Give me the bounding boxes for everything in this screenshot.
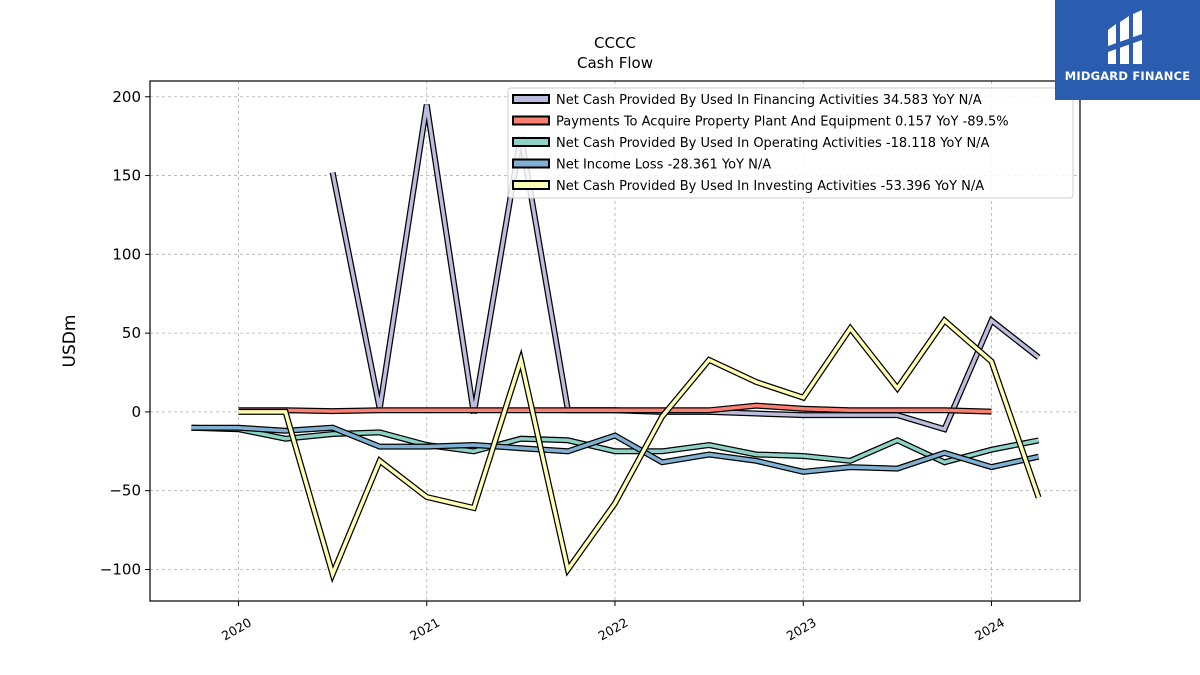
legend-swatch (512, 137, 550, 147)
y-tick-label: 50 (122, 324, 141, 342)
series-line-stroke (191, 425, 1039, 474)
x-tick-label: 2023 (784, 615, 819, 644)
legend-swatch (512, 115, 550, 126)
legend-label: Net Cash Provided By Used In Operating A… (556, 136, 990, 151)
brand-logo: MIDGARD FINANCE (1055, 0, 1200, 100)
y-tick-label: 0 (131, 403, 141, 421)
series-line-stroke (238, 403, 992, 414)
legend-label: Payments To Acquire Property Plant And E… (556, 115, 1009, 130)
x-tick-label: 2020 (219, 615, 254, 644)
x-tick-label: 2021 (407, 615, 442, 644)
legend-swatch (512, 158, 550, 169)
brand-name: MIDGARD FINANCE (1064, 69, 1191, 83)
legend-swatch (512, 180, 550, 190)
brand-mark-icon (1108, 10, 1142, 64)
series-line-stroke (238, 317, 1041, 580)
y-axis-label: USDm (60, 315, 80, 368)
y-tick-label: 200 (112, 88, 141, 106)
legend-label: Net Income Loss -28.361 YoY N/A (556, 158, 771, 173)
series-line (191, 424, 1040, 466)
series-line (191, 424, 1040, 475)
legend-box (507, 87, 1074, 199)
y-tick-label: −50 (109, 482, 141, 500)
series-layer (191, 104, 1042, 584)
y-tick-label: −100 (100, 560, 141, 578)
legend: Net Cash Provided By Used In Financing A… (507, 87, 1074, 199)
legend-label: Net Cash Provided By Used In Investing A… (556, 179, 984, 194)
x-tick-label: 2022 (595, 615, 630, 644)
y-tick-label: 100 (112, 245, 141, 263)
series-line (238, 316, 1042, 584)
x-axis: 2020 2021 2022 2023 2024 (219, 601, 1007, 644)
y-tick-label: 150 (112, 167, 141, 185)
legend-swatch (512, 94, 550, 104)
y-axis: −100 −50 0 50 100 150 200 (100, 88, 150, 578)
series-line-stroke (191, 425, 1039, 465)
chart-title: CCCC (594, 34, 636, 52)
legend-label: Net Cash Provided By Used In Financing A… (556, 93, 982, 108)
x-tick-label: 2024 (972, 615, 1007, 644)
series-line (238, 402, 992, 415)
chart-subtitle: Cash Flow (577, 54, 653, 72)
